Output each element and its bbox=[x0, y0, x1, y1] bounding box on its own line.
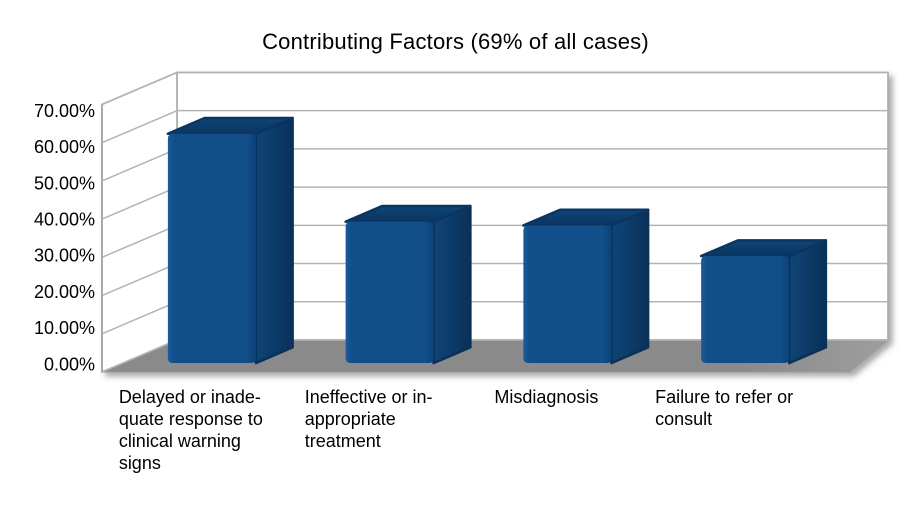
x-axis-label-line: Ineffective or in- bbox=[305, 387, 433, 407]
bar-4 bbox=[699, 239, 828, 365]
y-axis-tick-label: 20.00% bbox=[34, 282, 95, 302]
x-axis-category-label: Ineffective or in-appropriate treatment bbox=[305, 387, 433, 451]
y-axis-tick-label: 30.00% bbox=[34, 246, 95, 266]
chart-left-wall bbox=[101, 71, 178, 374]
y-axis-tick-label: 70.00% bbox=[34, 101, 95, 121]
bar-side-face bbox=[787, 239, 828, 365]
bar-side-face bbox=[610, 208, 650, 365]
bar-3 bbox=[522, 208, 650, 365]
gridline-wall-left bbox=[101, 109, 178, 144]
gridline-wall-left bbox=[101, 301, 178, 335]
x-axis-label-line: consult bbox=[655, 409, 712, 429]
x-axis-label-line: treatment bbox=[305, 431, 381, 451]
chart-title: Contributing Factors (69% of all cases) bbox=[262, 29, 649, 54]
bar-side-face bbox=[254, 116, 294, 365]
y-axis-tick-label: 0.00% bbox=[44, 354, 95, 374]
x-axis-label-line: quate response to bbox=[119, 409, 263, 429]
x-axis-label-line: Delayed or inade- bbox=[119, 387, 261, 407]
x-axis-label-line: clinical warning bbox=[119, 431, 241, 451]
bar-front-face bbox=[701, 256, 790, 364]
y-axis-tick-label: 60.00% bbox=[34, 137, 95, 157]
bar-side-face bbox=[432, 204, 472, 365]
gridline-wall-left bbox=[101, 148, 178, 182]
bar-front-face bbox=[523, 225, 612, 364]
x-axis-category-label: Misdiagnosis bbox=[494, 387, 598, 407]
gridline-wall-left bbox=[101, 224, 178, 259]
bar-2 bbox=[344, 204, 472, 365]
gridline-wall-left bbox=[101, 71, 178, 106]
x-axis-category-label: Delayed or inade-quate response to clinic… bbox=[119, 387, 263, 473]
x-axis-label-line: appropriate bbox=[305, 409, 396, 429]
gridline-wall-left bbox=[101, 186, 178, 220]
gridline-wall-left bbox=[101, 262, 178, 297]
y-axis-tick-label: 40.00% bbox=[34, 209, 95, 229]
bar-front-face bbox=[167, 133, 256, 364]
gridline-wall-left bbox=[101, 339, 178, 373]
y-axis-tick-label: 50.00% bbox=[34, 173, 95, 193]
bar-1 bbox=[166, 116, 294, 365]
x-axis-label-line: Failure to refer or bbox=[655, 387, 793, 407]
x-axis-label-line: Misdiagnosis bbox=[494, 387, 598, 407]
x-axis-category-label: Failure to refer or consult bbox=[655, 387, 793, 429]
y-axis-tick-label: 10.00% bbox=[34, 318, 95, 338]
x-axis-label-line: signs bbox=[119, 453, 161, 473]
bar-front-face bbox=[345, 221, 434, 364]
